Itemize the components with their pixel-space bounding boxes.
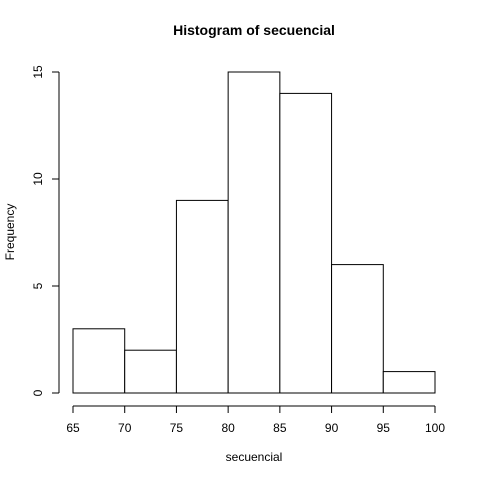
histogram-bar <box>331 264 384 394</box>
histogram-bar <box>124 349 177 394</box>
x-tick-label: 85 <box>273 421 287 435</box>
y-tick-label: 5 <box>31 282 45 289</box>
x-tick-label: 70 <box>118 421 132 435</box>
y-tick-label: 0 <box>31 389 45 396</box>
x-tick-label: 95 <box>377 421 391 435</box>
x-axis: 65 70 75 80 85 90 95 100 <box>66 405 445 435</box>
bars-group <box>72 71 436 394</box>
histogram-bar <box>175 199 229 394</box>
x-tick-label: 100 <box>425 421 445 435</box>
histogram-bar <box>279 92 333 394</box>
histogram-bar <box>382 371 436 394</box>
y-tick-label: 10 <box>31 172 45 186</box>
histogram-bar <box>227 71 281 394</box>
y-tick-label: 15 <box>31 65 45 79</box>
x-tick-label: 75 <box>170 421 184 435</box>
y-axis: 0 5 10 15 <box>31 65 60 396</box>
x-axis-label: secuencial <box>226 450 283 464</box>
x-tick-label: 80 <box>221 421 235 435</box>
x-tick-label: 90 <box>325 421 339 435</box>
x-tick-label: 65 <box>66 421 80 435</box>
chart-title: Histogram of secuencial <box>173 22 335 38</box>
histogram-bar <box>72 328 126 394</box>
y-axis-label: Frequency <box>3 204 17 261</box>
